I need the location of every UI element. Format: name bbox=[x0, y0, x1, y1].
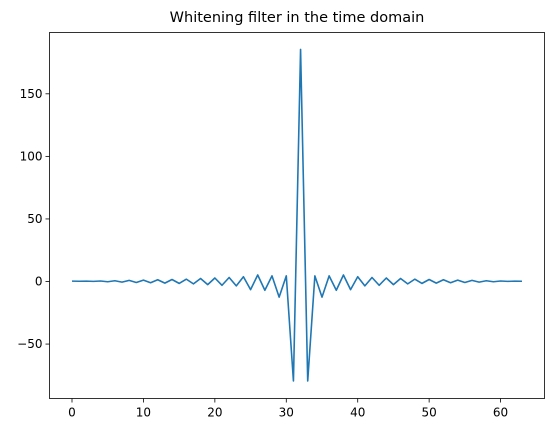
series-line-0 bbox=[71, 48, 523, 382]
axes-frame bbox=[49, 32, 545, 399]
x-tick-label: 40 bbox=[350, 406, 365, 420]
x-tick-label: 0 bbox=[68, 406, 76, 420]
x-tick-label: 30 bbox=[279, 406, 294, 420]
y-tick-label: 0 bbox=[35, 275, 43, 289]
x-tick-label: 50 bbox=[422, 406, 437, 420]
y-tick-label: 50 bbox=[27, 212, 42, 226]
x-tick-label: 20 bbox=[207, 406, 222, 420]
plot-area bbox=[71, 48, 523, 382]
x-tick-label: 60 bbox=[493, 406, 508, 420]
chart-title: Whitening filter in the time domain bbox=[170, 10, 425, 26]
y-tick-label: 100 bbox=[20, 149, 43, 163]
y-axis: −50 0 50 100 150 bbox=[17, 87, 50, 351]
x-axis: 0 10 20 30 40 50 60 bbox=[68, 398, 508, 420]
x-tick-label: 10 bbox=[136, 406, 151, 420]
y-tick-label: −50 bbox=[17, 337, 42, 351]
y-tick-label: 150 bbox=[20, 87, 43, 101]
